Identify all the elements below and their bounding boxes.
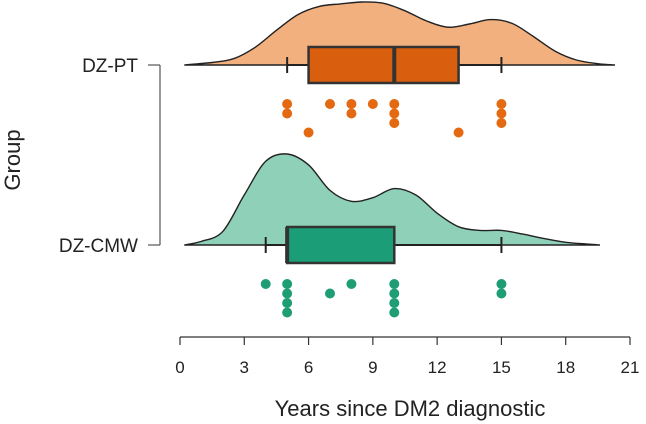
- y-axis-title: Group: [0, 129, 25, 190]
- axes-layer: DZ-PT DZ-CMW 0 3 6 9 12 15 18 21: [59, 56, 640, 377]
- data-point-0-4: [346, 99, 357, 109]
- data-point-1-7: [389, 279, 400, 289]
- density-cloud-0: [184, 1, 616, 66]
- x-tick-label-4: 12: [428, 358, 447, 377]
- x-tick-label-1: 3: [240, 358, 249, 377]
- data-point-0-8: [389, 108, 400, 119]
- density-cloud-1: [184, 153, 601, 246]
- x-tick-label-2: 6: [304, 358, 313, 377]
- data-point-1-5: [325, 288, 335, 299]
- y-tick-label-1: DZ-CMW: [59, 236, 138, 257]
- data-point-1-6: [346, 279, 357, 289]
- data-point-0-10: [453, 127, 464, 138]
- data-point-1-1: [282, 279, 293, 289]
- data-point-0-3: [325, 99, 335, 109]
- x-tick-label-6: 18: [556, 358, 575, 377]
- data-point-0-7: [389, 99, 400, 109]
- box-iqr-0: [307, 45, 460, 85]
- y-tick-label-0: DZ-PT: [82, 56, 138, 77]
- data-point-0-11: [496, 99, 507, 109]
- data-point-0-2: [303, 127, 314, 138]
- x-tick-label-3: 9: [368, 358, 377, 377]
- x-tick-label-5: 15: [492, 358, 511, 377]
- x-axis-title: Years since DM2 diagnostic: [275, 396, 546, 421]
- data-point-0-1: [282, 108, 293, 119]
- data-point-1-0: [260, 279, 271, 289]
- x-tick-label-7: 21: [621, 358, 640, 377]
- data-point-1-2: [282, 288, 293, 299]
- boxplot-layer: [264, 45, 503, 265]
- data-point-0-6: [367, 99, 378, 109]
- x-tick-label-0: 0: [175, 358, 184, 377]
- points-layer: [260, 99, 507, 318]
- data-point-1-10: [389, 307, 400, 318]
- data-point-0-5: [346, 108, 357, 119]
- data-point-1-8: [389, 288, 400, 299]
- data-point-0-13: [496, 118, 507, 128]
- data-point-1-9: [389, 298, 400, 308]
- data-point-0-0: [282, 99, 293, 109]
- density-layer: [184, 1, 616, 246]
- data-point-0-9: [389, 118, 400, 128]
- box-iqr-1: [285, 225, 396, 265]
- data-point-1-11: [496, 279, 507, 289]
- data-point-1-3: [282, 298, 293, 308]
- data-point-0-12: [496, 108, 507, 119]
- data-point-1-12: [496, 288, 507, 299]
- data-point-1-4: [282, 307, 293, 318]
